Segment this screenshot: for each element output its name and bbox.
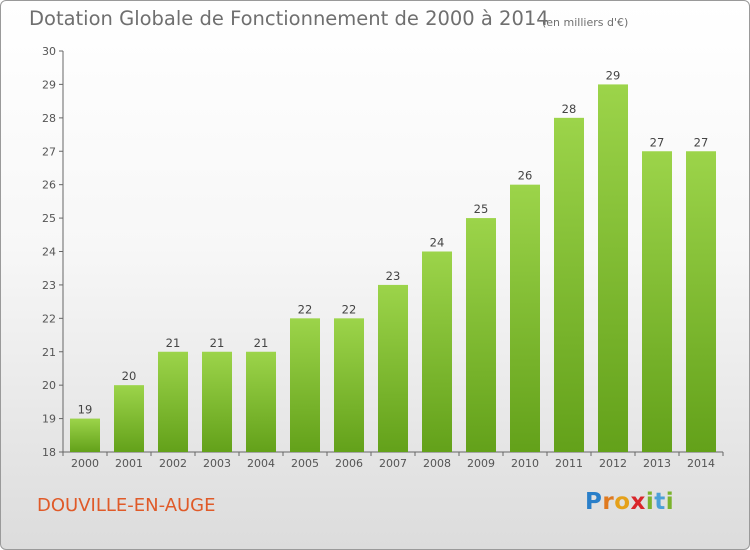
proxiti-logo[interactable]: Proxiti (585, 489, 674, 515)
x-tick-label: 2001 (115, 457, 143, 470)
x-tick-label: 2003 (203, 457, 231, 470)
bar (202, 351, 232, 452)
bar (158, 351, 188, 452)
bar (598, 84, 628, 453)
bar (378, 284, 408, 452)
data-label: 24 (430, 236, 445, 250)
data-label: 22 (298, 302, 313, 316)
y-tick-label: 21 (42, 346, 56, 359)
x-tick-label: 2006 (335, 457, 363, 470)
logo-letter: x (630, 489, 646, 515)
bar (290, 318, 320, 452)
x-tick-label: 2008 (423, 457, 451, 470)
logo-letter: o (614, 489, 631, 515)
data-label: 23 (386, 269, 401, 283)
bar (114, 385, 144, 452)
bar (246, 351, 276, 452)
y-tick-label: 18 (42, 446, 56, 459)
data-label: 21 (254, 336, 269, 350)
bar (686, 151, 716, 452)
x-tick-label: 2005 (291, 457, 319, 470)
bar (510, 184, 540, 452)
bar (334, 318, 364, 452)
x-tick-label: 2002 (159, 457, 187, 470)
data-label: 22 (342, 302, 357, 316)
data-label: 27 (694, 135, 709, 149)
data-label: 28 (562, 102, 577, 116)
chart-labels: 2000 19 2001 20 2002 21 2003 21 2004 21 2005 22 2006… (71, 68, 715, 470)
bar (70, 418, 100, 452)
data-label: 26 (518, 169, 533, 183)
x-tick-label: 2004 (247, 457, 275, 470)
x-tick-label: 2000 (71, 457, 99, 470)
data-label: 20 (122, 369, 137, 383)
bar (554, 117, 584, 452)
data-label: 27 (650, 135, 665, 149)
y-tick-label: 20 (42, 379, 56, 392)
data-label: 21 (166, 336, 181, 350)
y-tick-label: 23 (42, 279, 56, 292)
x-tick-label: 2009 (467, 457, 495, 470)
data-label: 29 (606, 68, 621, 82)
logo-letter: i (645, 489, 655, 515)
x-tick-label: 2012 (599, 457, 627, 470)
y-tick-label: 25 (42, 212, 56, 225)
place-name: DOUVILLE-EN-AUGE (37, 495, 216, 516)
logo-letter: r (602, 489, 615, 515)
y-tick-label: 22 (42, 312, 56, 325)
bar (642, 151, 672, 452)
data-label: 19 (78, 403, 93, 417)
y-tick-label: 28 (42, 112, 56, 125)
bar (466, 218, 496, 452)
y-tick-label: 29 (42, 78, 56, 91)
x-tick-label: 2014 (687, 457, 715, 470)
chart-title: Dotation Globale de Fonctionnement de 20… (29, 7, 549, 30)
x-tick-label: 2011 (555, 457, 583, 470)
x-tick-label: 2013 (643, 457, 671, 470)
x-tick-label: 2010 (511, 457, 539, 470)
data-label: 25 (474, 202, 489, 216)
logo-letter: P (585, 489, 603, 515)
y-tick-label: 24 (42, 246, 56, 259)
y-tick-label: 26 (42, 179, 56, 192)
y-tick-label: 27 (42, 145, 56, 158)
x-tick-label: 2007 (379, 457, 407, 470)
logo-letter: t (654, 489, 666, 515)
y-tick-label: 30 (42, 45, 56, 58)
bar (422, 251, 452, 452)
logo-letter: i (665, 489, 675, 515)
chart-subtitle: (en milliers d'€) (542, 16, 629, 29)
y-tick-label: 19 (42, 413, 56, 426)
chart-bars (70, 84, 716, 453)
data-label: 21 (210, 336, 225, 350)
